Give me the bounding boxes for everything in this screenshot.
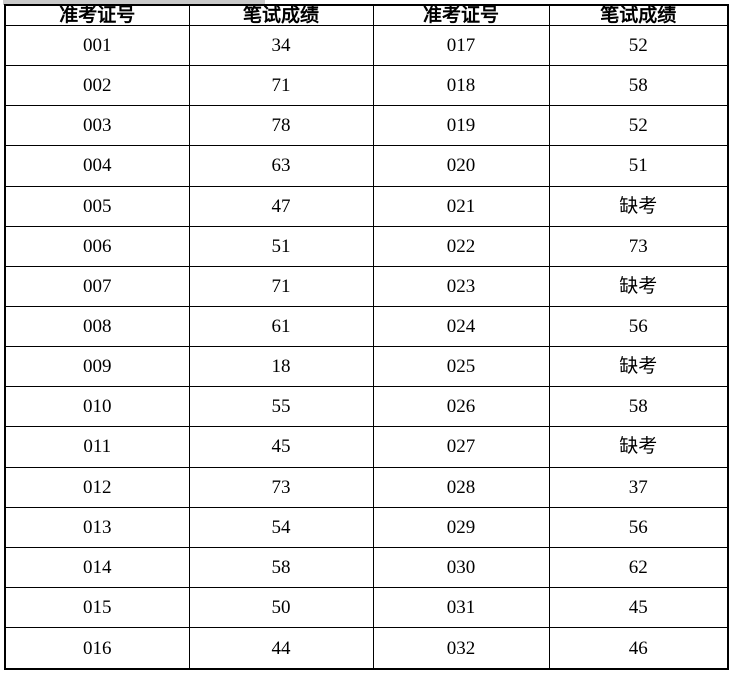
- admission-number-cell: 012: [4, 466, 190, 508]
- table-row: 015 50 031 45: [4, 586, 729, 629]
- table-row: 003 78 019 52: [4, 105, 729, 147]
- exam-score-table: 准考证号 笔试成绩 准考证号 笔试成绩 001 34 017 52 002 71 018 58 003…: [4, 4, 729, 670]
- table-row: 009 18 025 缺考: [4, 346, 729, 388]
- score-cell: 58: [188, 546, 374, 588]
- score-cell: 46: [548, 627, 729, 670]
- admission-number-cell: 014: [4, 546, 190, 588]
- table-row: 005 47 021 缺考: [4, 185, 729, 227]
- score-cell: 45: [188, 426, 374, 468]
- admission-number-cell: 016: [4, 627, 190, 670]
- score-cell: 62: [548, 546, 729, 588]
- score-cell: 44: [188, 627, 374, 670]
- admission-number-cell: 001: [4, 24, 190, 67]
- admission-number-cell: 015: [4, 586, 190, 629]
- score-cell: 37: [548, 466, 729, 508]
- score-cell: 56: [548, 506, 729, 548]
- table-row: 007 71 023 缺考: [4, 265, 729, 307]
- admission-number-cell: 010: [4, 386, 190, 428]
- score-cell: 52: [548, 105, 729, 147]
- admission-number-cell: 032: [372, 627, 550, 670]
- admission-number-cell: 029: [372, 506, 550, 548]
- score-cell: 54: [188, 506, 374, 548]
- admission-number-cell: 003: [4, 105, 190, 147]
- score-cell: 缺考: [548, 346, 729, 388]
- score-cell: 78: [188, 105, 374, 147]
- admission-number-cell: 021: [372, 185, 550, 227]
- table-row: 016 44 032 46: [4, 627, 729, 670]
- score-cell: 58: [548, 386, 729, 428]
- table-body: 001 34 017 52 002 71 018 58 003 78 019 52 004 63 020 51…: [4, 24, 729, 670]
- score-cell: 55: [188, 386, 374, 428]
- admission-number-cell: 008: [4, 305, 190, 348]
- table-row: 013 54 029 56: [4, 506, 729, 548]
- admission-number-cell: 020: [372, 145, 550, 187]
- score-cell: 56: [548, 305, 729, 348]
- header-row: 准考证号 笔试成绩 准考证号 笔试成绩: [4, 4, 729, 26]
- admission-number-header: 准考证号: [4, 4, 190, 26]
- admission-number-cell: 024: [372, 305, 550, 348]
- score-cell: 34: [188, 24, 374, 67]
- screenshot-artifact-strip: [3, 0, 265, 5]
- score-cell: 51: [548, 145, 729, 187]
- table-row: 014 58 030 62: [4, 546, 729, 588]
- admission-number-cell: 027: [372, 426, 550, 468]
- table-row: 011 45 027 缺考: [4, 426, 729, 468]
- admission-number-cell: 022: [372, 225, 550, 267]
- score-cell: 63: [188, 145, 374, 187]
- admission-number-cell: 013: [4, 506, 190, 548]
- score-cell: 47: [188, 185, 374, 227]
- admission-number-cell: 004: [4, 145, 190, 187]
- written-score-header: 笔试成绩: [548, 4, 729, 26]
- admission-number-cell: 011: [4, 426, 190, 468]
- table-row: 001 34 017 52: [4, 24, 729, 67]
- admission-number-cell: 002: [4, 65, 190, 107]
- score-cell: 缺考: [548, 426, 729, 468]
- admission-number-cell: 026: [372, 386, 550, 428]
- admission-number-cell: 018: [372, 65, 550, 107]
- score-cell: 58: [548, 65, 729, 107]
- admission-number-cell: 023: [372, 265, 550, 307]
- admission-number-cell: 030: [372, 546, 550, 588]
- table-row: 008 61 024 56: [4, 305, 729, 348]
- written-score-header: 笔试成绩: [188, 4, 374, 26]
- score-cell: 61: [188, 305, 374, 348]
- score-cell: 71: [188, 65, 374, 107]
- score-cell: 51: [188, 225, 374, 267]
- admission-number-cell: 007: [4, 265, 190, 307]
- admission-number-cell: 005: [4, 185, 190, 227]
- admission-number-header: 准考证号: [372, 4, 550, 26]
- score-cell: 52: [548, 24, 729, 67]
- score-cell: 45: [548, 586, 729, 629]
- admission-number-cell: 031: [372, 586, 550, 629]
- score-cell: 18: [188, 346, 374, 388]
- admission-number-cell: 019: [372, 105, 550, 147]
- score-cell: 73: [548, 225, 729, 267]
- admission-number-cell: 025: [372, 346, 550, 388]
- table-row: 004 63 020 51: [4, 145, 729, 187]
- table-row: 006 51 022 73: [4, 225, 729, 267]
- admission-number-cell: 006: [4, 225, 190, 267]
- score-cell: 71: [188, 265, 374, 307]
- admission-number-cell: 009: [4, 346, 190, 388]
- score-cell: 50: [188, 586, 374, 629]
- table-row: 010 55 026 58: [4, 386, 729, 428]
- score-cell: 73: [188, 466, 374, 508]
- table-row: 012 73 028 37: [4, 466, 729, 508]
- table-row: 002 71 018 58: [4, 65, 729, 107]
- score-cell: 缺考: [548, 265, 729, 307]
- admission-number-cell: 028: [372, 466, 550, 508]
- admission-number-cell: 017: [372, 24, 550, 67]
- score-cell: 缺考: [548, 185, 729, 227]
